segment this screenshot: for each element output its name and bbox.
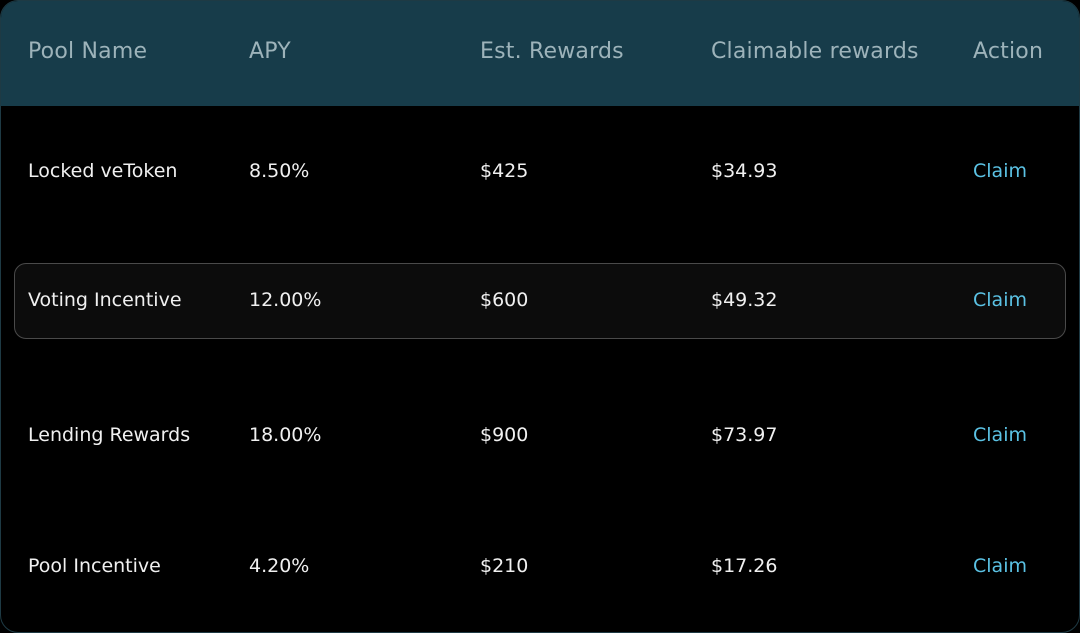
pool-name: Locked veToken xyxy=(28,160,178,182)
table-row: Locked veToken 8.50% $425 $34.93 Claim xyxy=(1,135,1079,211)
claim-button[interactable]: Claim xyxy=(973,555,1027,577)
table-row: Lending Rewards 18.00% $900 $73.97 Claim xyxy=(1,399,1079,475)
pool-name: Voting Incentive xyxy=(28,289,182,311)
pool-name: Pool Incentive xyxy=(28,555,161,577)
claim-button[interactable]: Claim xyxy=(973,160,1027,182)
table-header: Pool Name APY Est. Rewards Claimable rew… xyxy=(1,1,1079,106)
claimable-rewards: $73.97 xyxy=(711,424,778,446)
table-row-highlighted: Voting Incentive 12.00% $600 $49.32 Clai… xyxy=(14,263,1066,339)
claimable-rewards: $49.32 xyxy=(711,289,778,311)
apy: 8.50% xyxy=(249,160,310,182)
apy: 4.20% xyxy=(249,555,310,577)
claim-button[interactable]: Claim xyxy=(973,424,1027,446)
column-header-est-rewards: Est. Rewards xyxy=(480,39,624,64)
table-row: Pool Incentive 4.20% $210 $17.26 Claim xyxy=(1,530,1079,606)
pool-name: Lending Rewards xyxy=(28,424,191,446)
column-header-claimable-rewards: Claimable rewards xyxy=(711,39,919,64)
column-header-pool-name: Pool Name xyxy=(28,39,148,64)
apy: 12.00% xyxy=(249,289,322,311)
apy: 18.00% xyxy=(249,424,322,446)
claimable-rewards: $17.26 xyxy=(711,555,778,577)
est-rewards: $210 xyxy=(480,555,529,577)
claimable-rewards: $34.93 xyxy=(711,160,778,182)
est-rewards: $600 xyxy=(480,289,529,311)
est-rewards: $900 xyxy=(480,424,529,446)
column-header-action: Action xyxy=(973,39,1044,64)
column-header-apy: APY xyxy=(249,39,291,64)
claim-button[interactable]: Claim xyxy=(973,289,1027,311)
est-rewards: $425 xyxy=(480,160,529,182)
